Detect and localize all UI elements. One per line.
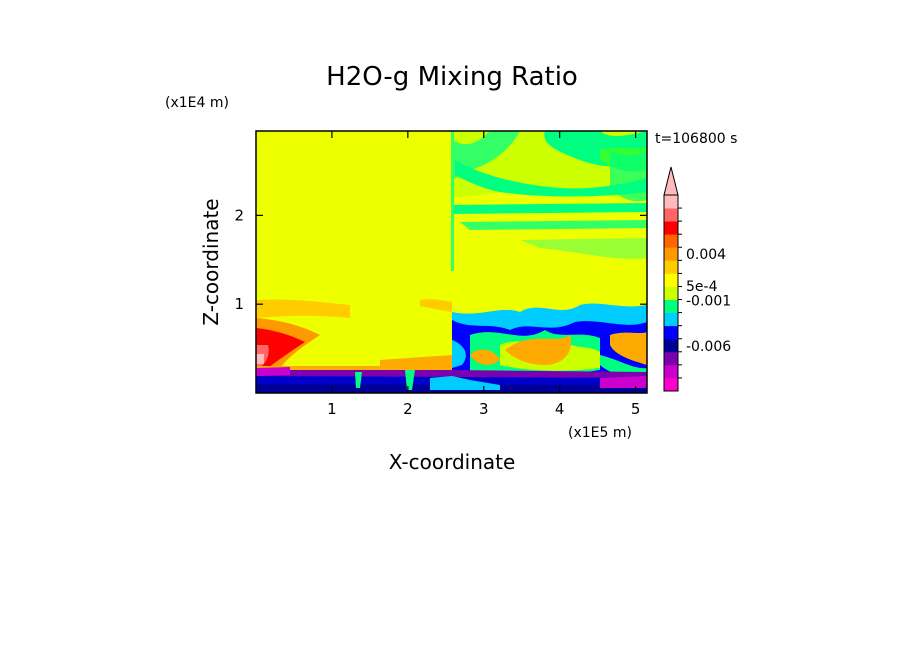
y-axis-label: Z-coordinate [199, 198, 223, 325]
colorbar-swatch [664, 221, 678, 235]
colorbar-swatch [664, 364, 678, 379]
colorbar-swatch [664, 325, 678, 340]
colorbar-swatch [664, 351, 678, 366]
heatmap-field [256, 131, 647, 393]
y-tick-label: 2 [234, 206, 244, 224]
colorbar-swatch [664, 273, 678, 287]
plot-frame [255, 130, 648, 394]
colorbar-swatch [664, 377, 678, 392]
x-axis: 1 2 3 4 5 [327, 131, 640, 418]
near-surface-layer [256, 367, 647, 393]
colorbar-swatch [664, 195, 678, 209]
colorbar-swatch [664, 286, 678, 300]
x-tick-label: 1 [327, 400, 337, 418]
colorbar-frame [663, 194, 679, 392]
colorbar-label: 5e-4 [686, 279, 718, 295]
colorbar-swatch [664, 234, 678, 248]
colorbar-label: -0.001 [686, 293, 731, 309]
x-axis-label: X-coordinate [389, 450, 516, 474]
x-tick-label: 5 [631, 400, 641, 418]
colorbar-swatch [664, 247, 678, 261]
chart-title: H2O-g Mixing Ratio [326, 62, 578, 92]
lower-left-moist-layer [256, 299, 452, 372]
colorbar-swatch [664, 208, 678, 222]
colorbar-label: 0.004 [686, 247, 726, 263]
y-tick-label: 1 [234, 295, 244, 313]
x-tick-label: 3 [479, 400, 489, 418]
divider-column [451, 131, 454, 271]
y-axis: 12 [234, 206, 647, 313]
x-tick-label: 2 [403, 400, 413, 418]
colorbar-label: -0.006 [686, 339, 731, 355]
colorbar-swatch [664, 299, 678, 313]
colorbar: 0.004 5e-4-0.001 -0.006 [663, 166, 731, 392]
time-label: t=106800 s [655, 131, 737, 147]
y-scale-label: (x1E4 m) [165, 95, 229, 111]
x-scale-label: (x1E5 m) [568, 425, 632, 441]
colorbar-swatch [664, 260, 678, 274]
colorbar-swatch [664, 338, 678, 353]
colorbar-swatch [664, 312, 678, 327]
colorbar-extend-arrow [663, 166, 679, 196]
upper-cloud-region [452, 131, 647, 259]
x-tick-label: 4 [555, 400, 565, 418]
